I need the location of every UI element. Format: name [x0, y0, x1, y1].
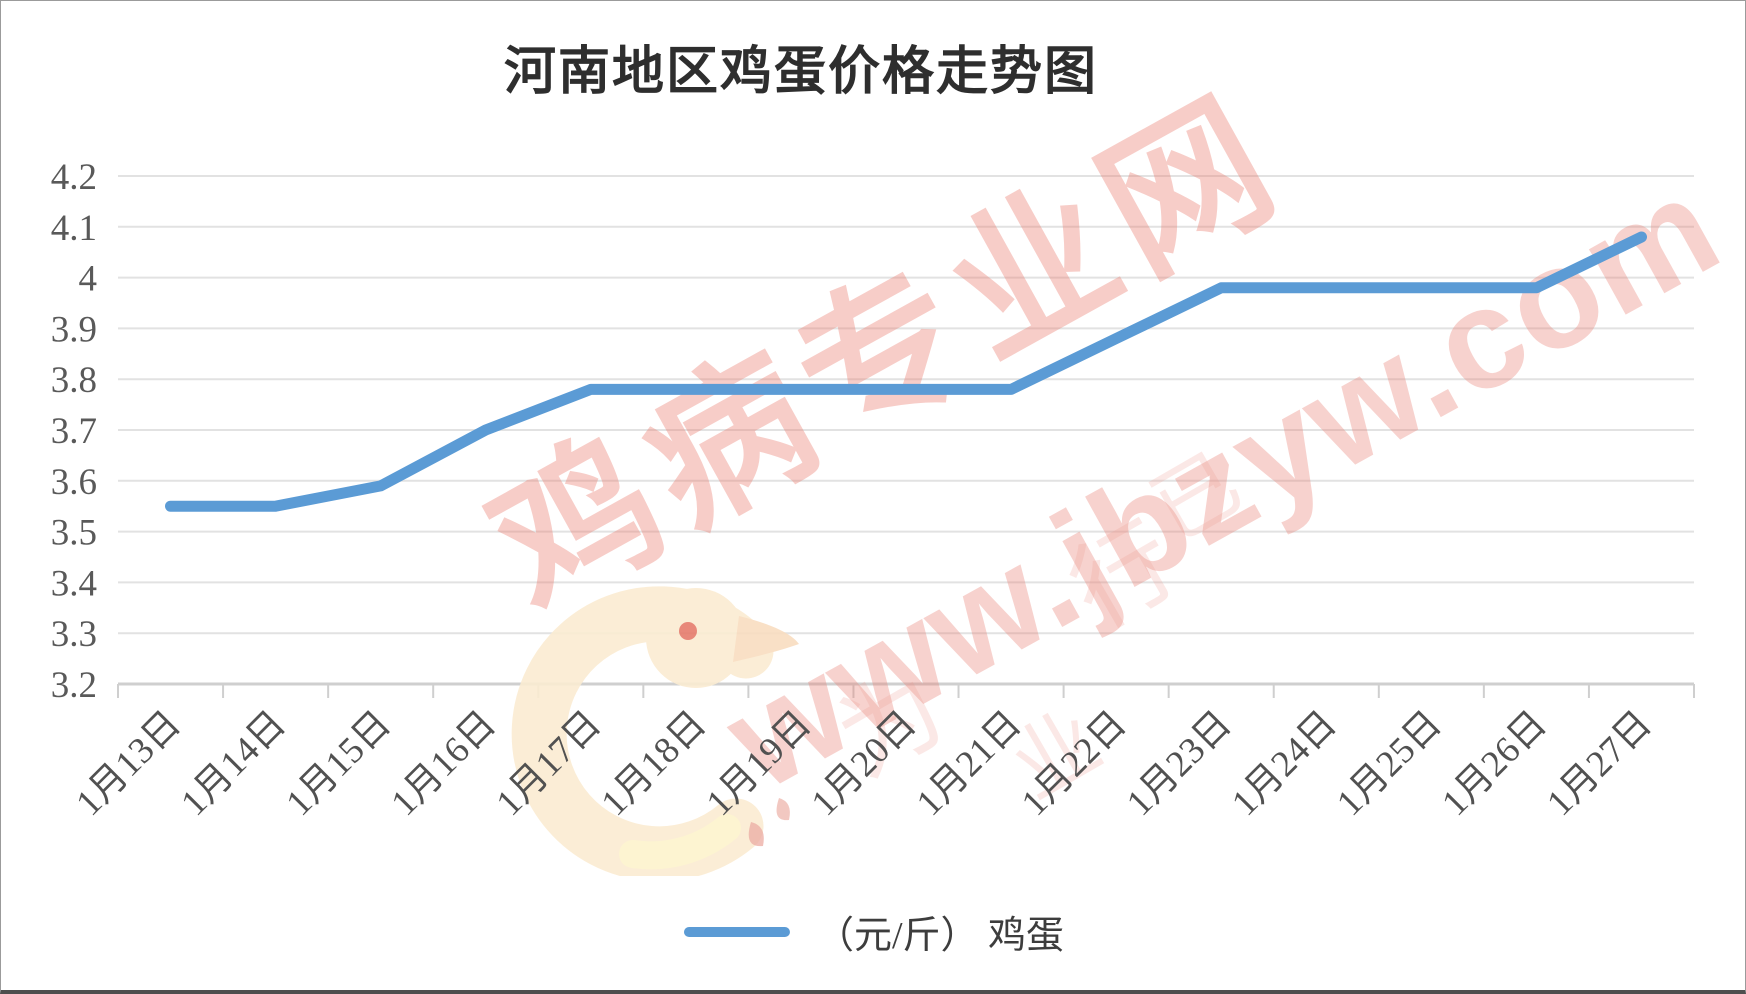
x-axis-label: 1月25日	[1329, 703, 1450, 824]
x-axis-label: 1月27日	[1539, 703, 1660, 824]
red-drop-shape	[748, 822, 764, 847]
red-drop-shape	[776, 798, 790, 821]
rooster-beak-shape	[733, 616, 799, 662]
y-axis-label: 3.9	[51, 309, 97, 350]
x-axis-label: 1月20日	[804, 703, 925, 824]
x-axis-label: 1月23日	[1119, 703, 1240, 824]
y-axis-label: 3.2	[51, 665, 97, 706]
y-axis-label: 3.3	[51, 614, 97, 655]
x-axis-label: 1月24日	[1224, 703, 1345, 824]
x-axis-label: 1月17日	[489, 703, 610, 824]
chart-title: 河南地区鸡蛋价格走势图	[503, 44, 1099, 101]
x-axis-label: 1月18日	[594, 703, 715, 824]
x-axis-label: 1月15日	[278, 703, 399, 824]
watermark-faint-char: 已	[1137, 436, 1257, 560]
y-axis-label: 4.1	[51, 208, 97, 249]
x-axis-label: 1月22日	[1014, 703, 1135, 824]
rooster-eye-shape	[679, 622, 697, 640]
y-axis-label: 3.6	[51, 462, 97, 503]
watermark-faint-char: 行	[1052, 503, 1196, 650]
x-axis-label: 1月14日	[173, 703, 294, 824]
x-axis-label: 1月26日	[1434, 703, 1555, 824]
rooster-breast-shape	[619, 814, 741, 870]
watermark-site-name: 鸡病专业网	[463, 63, 1312, 642]
series-line	[165, 231, 1647, 512]
watermark-faint-char: 业	[997, 694, 1117, 818]
y-axis-label: 3.8	[51, 360, 97, 401]
watermark-faint-char: 为	[819, 651, 963, 798]
x-axis-label: 1月21日	[909, 703, 1030, 824]
x-axis-label: 1月19日	[699, 703, 820, 824]
legend-label: （元/斤） 鸡蛋	[815, 915, 1065, 957]
legend-line-swatch	[683, 926, 790, 937]
y-axis-label: 4	[79, 259, 98, 300]
rooster-head-shape	[646, 588, 746, 688]
rooster-logo-icon	[511, 586, 799, 876]
x-axis-label: 1月16日	[384, 703, 505, 824]
x-axis-label: 1月13日	[68, 703, 189, 824]
y-axis-label: 4.2	[51, 157, 97, 198]
y-axis-label: 3.4	[51, 563, 97, 604]
y-axis-label: 3.5	[51, 513, 97, 554]
legend: （元/斤） 鸡蛋	[683, 904, 1065, 959]
watermark-site-url: www.jbzyw.com	[701, 145, 1745, 820]
y-axis-label: 3.7	[51, 411, 97, 452]
rooster-neck-shape	[511, 586, 774, 876]
